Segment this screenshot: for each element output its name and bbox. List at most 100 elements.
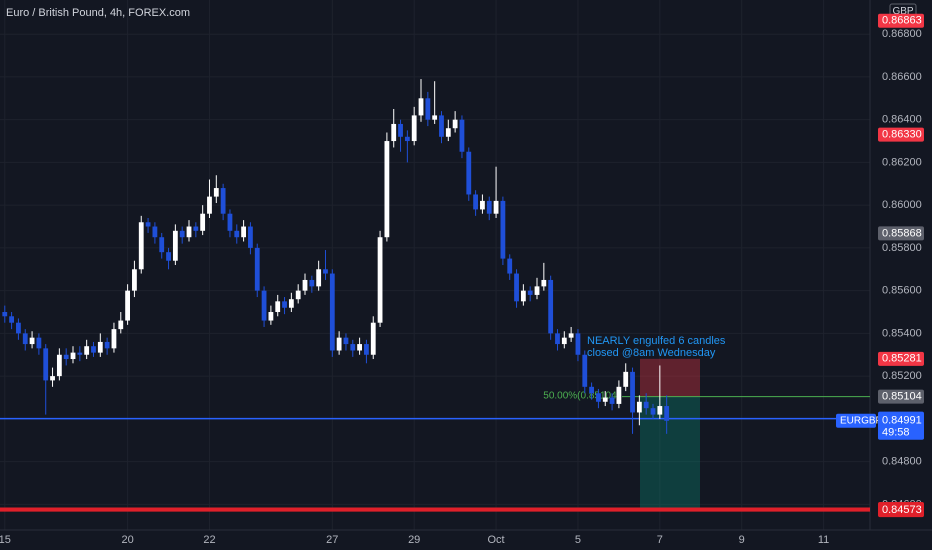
candle-body	[555, 333, 560, 345]
x-tick-label: 15	[0, 534, 11, 546]
candle-body	[145, 222, 151, 227]
candle-body	[643, 401, 649, 409]
candle-body	[370, 322, 376, 355]
price-label-bg	[878, 226, 924, 241]
candle-body	[97, 341, 103, 353]
candle-body	[582, 354, 588, 387]
candle-body	[70, 352, 76, 360]
candle-body	[152, 226, 158, 238]
candle-body	[172, 230, 178, 261]
candle-body	[657, 406, 663, 415]
candle-body	[248, 226, 253, 248]
annotation: closed @8am Wednesday	[587, 347, 716, 359]
annotation: NEARLY engulfed 6 candles	[587, 335, 726, 347]
x-tick-label: 20	[121, 534, 133, 546]
price-label-bg	[878, 127, 924, 142]
price-label: 0.85868	[882, 227, 922, 239]
position-stop-zone	[640, 358, 700, 397]
y-tick-label: 0.84800	[882, 456, 922, 468]
x-tick-label: 29	[408, 534, 420, 546]
candle-body	[609, 397, 615, 404]
candle-body	[43, 348, 49, 381]
y-tick-label: 0.86000	[882, 199, 922, 211]
candle-body	[480, 200, 485, 210]
candle-body	[77, 352, 83, 355]
candle-body	[234, 230, 240, 238]
candle-body	[575, 333, 581, 355]
currency[interactable]: GBP	[892, 6, 913, 17]
candle-body	[520, 290, 526, 302]
candle-body	[664, 406, 670, 421]
y-tick-label: 0.85600	[882, 285, 922, 297]
x-tick-label: 22	[203, 534, 215, 546]
candle-body	[159, 237, 165, 253]
candle-body	[220, 188, 226, 214]
candle-body	[268, 312, 274, 321]
price-label: 0.85281	[882, 353, 922, 365]
candle-body	[302, 279, 308, 291]
candle-body	[104, 341, 110, 349]
candle-body	[439, 115, 444, 137]
price-label-bg	[878, 13, 924, 28]
countdown: 49:58	[882, 427, 910, 439]
candle-body	[227, 213, 233, 231]
candle-body	[309, 279, 315, 287]
candle-body	[630, 371, 635, 413]
candle-body	[418, 98, 424, 116]
candle-body	[650, 408, 656, 415]
candle-body	[336, 337, 342, 351]
candle-body	[316, 269, 322, 287]
candle-body	[166, 252, 171, 261]
price-label: 0.86330	[882, 129, 922, 141]
candle-body	[466, 151, 472, 195]
candle-body	[125, 290, 130, 321]
candle-body	[500, 200, 506, 259]
symbol-label: EURGBP	[840, 415, 883, 426]
candle-body	[282, 301, 287, 308]
position-target-zone	[640, 396, 700, 510]
x-tick-label: 5	[575, 534, 581, 546]
x-tick-label: 27	[326, 534, 338, 546]
candle-body	[118, 320, 124, 330]
candle-body	[602, 397, 608, 402]
candle-body	[111, 329, 117, 349]
candle-body	[493, 200, 499, 214]
x-tick-label: 9	[739, 534, 745, 546]
candle-body	[2, 312, 8, 317]
candle-body	[596, 393, 601, 402]
candle-body	[213, 188, 219, 197]
y-tick-label: 0.86200	[882, 156, 922, 168]
x-tick-label: 7	[657, 534, 663, 546]
candle-body	[623, 371, 629, 387]
candle-body	[452, 119, 458, 129]
candle-body	[398, 123, 403, 137]
price-label: 0.86863	[882, 15, 922, 27]
candle-body	[507, 258, 513, 274]
x-tick-label: Oct	[488, 534, 505, 546]
last-price-bg	[878, 413, 924, 440]
candle-body	[138, 222, 144, 270]
candle-body	[589, 386, 594, 394]
y-tick-label: 0.86400	[882, 114, 922, 126]
candle-body	[193, 226, 199, 231]
candle-body	[50, 376, 55, 381]
candle-body	[384, 141, 390, 238]
candle-body	[36, 337, 42, 349]
candle-body	[9, 316, 14, 323]
candle-body	[568, 333, 574, 338]
y-tick-label: 0.86800	[882, 28, 922, 40]
candle-body	[534, 286, 540, 295]
candle-body	[541, 279, 547, 287]
candle-body	[323, 269, 328, 274]
candle-body	[432, 115, 438, 120]
candle-body	[514, 273, 519, 302]
candle-body	[357, 344, 362, 351]
candle-body	[186, 226, 192, 238]
candle-body	[411, 115, 417, 142]
candle-body	[91, 346, 96, 353]
candle-body	[350, 344, 356, 351]
price-label: 0.84573	[882, 504, 922, 516]
price-label: 0.85104	[882, 391, 922, 403]
candle-body	[288, 299, 294, 308]
price-label-bg	[878, 389, 924, 404]
